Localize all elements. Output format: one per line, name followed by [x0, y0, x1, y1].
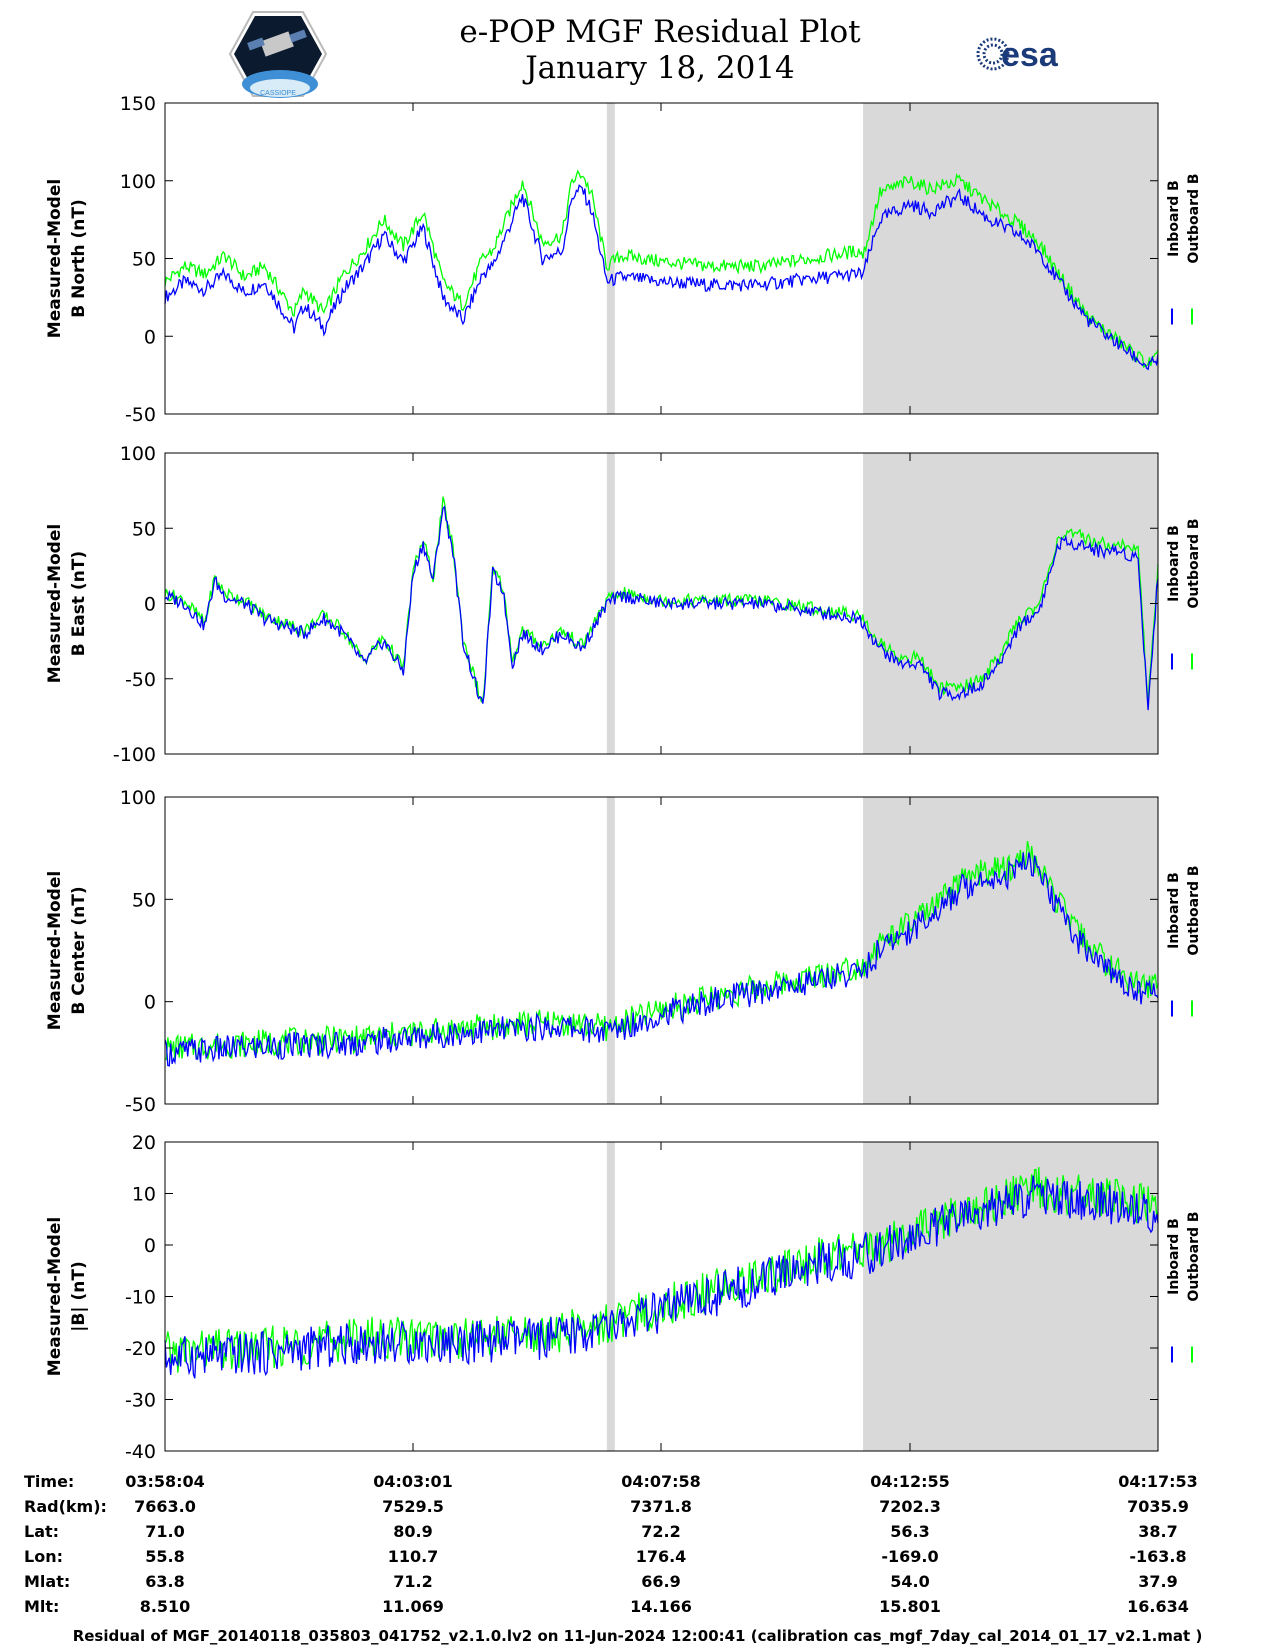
footer-note: Residual of MGF_20140118_035803_041752_v…: [72, 1627, 1203, 1645]
y-tick-label: 50: [132, 889, 156, 911]
ephemeris-value: 04:17:53: [1118, 1472, 1198, 1491]
ephemeris-value: 54.0: [890, 1572, 930, 1591]
y-tick-label: -50: [125, 669, 156, 691]
ephemeris-value: 8.510: [139, 1597, 191, 1616]
ephemeris-label: Time:: [24, 1472, 75, 1491]
ephemeris-value: 04:03:01: [373, 1472, 453, 1491]
ephemeris-label: Lon:: [24, 1547, 63, 1566]
ephemeris-value: 16.634: [1127, 1597, 1189, 1616]
y-tick-label: -50: [125, 1094, 156, 1116]
y-axis-label: B East (nT): [69, 551, 89, 656]
ephemeris-value: 14.166: [630, 1597, 692, 1616]
y-axis-label: |B| (nT): [69, 1261, 89, 1332]
y-axis-label: B North (nT): [69, 199, 89, 318]
series-line-inboard: [164, 1175, 1159, 1379]
legend-label: Outboard B: [1186, 518, 1202, 608]
cassiope-logo-text: CASSIOPE: [260, 90, 296, 97]
y-tick-label: 100: [120, 443, 156, 465]
ephemeris-value: 7202.3: [879, 1497, 941, 1516]
ephemeris-value: 55.8: [145, 1547, 185, 1566]
series-line-inboard: [164, 852, 1159, 1067]
ephemeris-value: 04:07:58: [621, 1472, 701, 1491]
ephemeris-value: 7035.9: [1127, 1497, 1189, 1516]
ephemeris-value: 7371.8: [630, 1497, 692, 1516]
series-line-inboard: [164, 184, 1159, 371]
series-line-outboard: [164, 169, 1159, 369]
legend-label: Inboard B: [1166, 872, 1182, 949]
legend-label: Inboard B: [1166, 180, 1182, 257]
esa-logo-text: esa: [1001, 36, 1059, 74]
plot-title: e-POP MGF Residual Plot January 18, 2014: [330, 14, 990, 86]
ephemeris-value: 66.9: [641, 1572, 681, 1591]
y-tick-label: 0: [144, 594, 156, 616]
legend-label: Inboard B: [1166, 525, 1182, 602]
y-axis-label: Measured-Model: [45, 524, 65, 683]
ephemeris-label: Mlat:: [24, 1572, 71, 1591]
ephemeris-value: 56.3: [890, 1522, 930, 1541]
plot-title-date: January 18, 2014: [525, 50, 795, 86]
ephemeris-value: 7529.5: [382, 1497, 444, 1516]
ephemeris-value: 04:12:55: [870, 1472, 950, 1491]
chart-panel-4: 20 10 0 -10 -20 -30 -40 Measured-Model |B| (nT) I…: [45, 1132, 1202, 1460]
y-tick-label: 50: [132, 249, 156, 271]
y-tick-label: -10: [125, 1287, 156, 1309]
y-tick-label: 10: [132, 1184, 156, 1206]
y-tick-label: -40: [125, 1441, 156, 1460]
y-tick-label: 0: [144, 992, 156, 1014]
y-tick-label: -20: [125, 1338, 156, 1360]
chart-panel-2: 100 50 0 -50 -100 Measured-Model B East (nT) In…: [45, 443, 1202, 766]
shaded-region: [863, 103, 1158, 414]
y-tick-label: -50: [125, 404, 156, 426]
ephemeris-value: 176.4: [635, 1547, 687, 1566]
y-axis-label: Measured-Model: [45, 179, 65, 338]
ephemeris-value: 11.069: [382, 1597, 444, 1616]
ephemeris-value: 71.2: [393, 1572, 433, 1591]
y-axis-label: B Center (nT): [69, 886, 89, 1014]
y-tick-label: 50: [132, 518, 156, 540]
y-tick-label: 0: [144, 1235, 156, 1257]
ephemeris-label: Lat:: [24, 1522, 60, 1541]
chart-panel-3: 100 50 0 -50 Measured-Model B Center (nT) Inbo…: [45, 787, 1202, 1116]
ephemeris-value: 63.8: [145, 1572, 185, 1591]
ephemeris-value: 15.801: [879, 1597, 941, 1616]
esa-logo: esa: [976, 36, 1059, 74]
y-tick-label: -100: [113, 744, 156, 766]
y-tick-label: 100: [120, 171, 156, 193]
ephemeris-table: Time: Rad(km): Lat: Lon: Mlat: Mlt: 03:58:04 76…: [0, 1470, 1275, 1620]
y-tick-label: 0: [144, 326, 156, 348]
y-tick-label: 20: [132, 1132, 156, 1154]
shaded-region: [606, 797, 615, 1104]
y-axis-label: Measured-Model: [45, 871, 65, 1030]
legend-label: Outboard B: [1186, 173, 1202, 263]
series-line-outboard: [164, 840, 1159, 1061]
shaded-region: [606, 1142, 615, 1451]
ephemeris-value: 71.0: [145, 1522, 185, 1541]
shaded-region: [863, 453, 1158, 754]
y-tick-label: 100: [120, 787, 156, 809]
y-tick-label: -30: [125, 1390, 156, 1412]
ephemeris-value: -169.0: [881, 1547, 939, 1566]
ephemeris-value: 72.2: [641, 1522, 681, 1541]
shaded-region: [863, 797, 1158, 1104]
y-axis-label: Measured-Model: [45, 1217, 65, 1376]
ephemeris-value: 03:58:04: [125, 1472, 205, 1491]
y-tick-label: 150: [120, 93, 156, 115]
legend-label: Outboard B: [1186, 1211, 1202, 1301]
plot-title-line1: e-POP MGF Residual Plot: [459, 14, 861, 50]
ephemeris-value: 38.7: [1138, 1522, 1178, 1541]
ephemeris-value: 37.9: [1138, 1572, 1178, 1591]
chart-panel-1: 150 100 50 0 -50 Measured-Model B North (nT) In…: [45, 93, 1202, 426]
ephemeris-value: 80.9: [393, 1522, 433, 1541]
ephemeris-value: 7663.0: [134, 1497, 196, 1516]
ephemeris-label: Rad(km):: [24, 1497, 107, 1516]
cassiope-logo: CASSIOPE: [228, 11, 328, 98]
ephemeris-label: Mlt:: [24, 1597, 60, 1616]
series-line-inboard: [164, 505, 1159, 711]
legend-label: Inboard B: [1166, 1218, 1182, 1295]
ephemeris-value: -163.8: [1129, 1547, 1187, 1566]
ephemeris-value: 110.7: [387, 1547, 439, 1566]
legend-label: Outboard B: [1186, 865, 1202, 955]
